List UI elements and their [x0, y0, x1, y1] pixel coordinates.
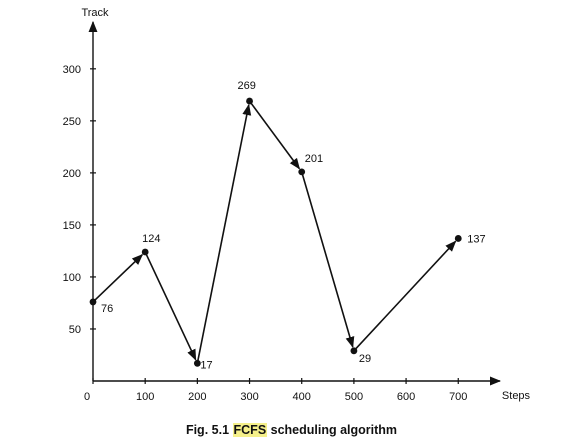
data-point — [298, 168, 306, 176]
series-segment — [353, 240, 457, 352]
data-point — [89, 298, 97, 306]
data-label: 29 — [359, 353, 371, 365]
data-label: 137 — [467, 233, 485, 245]
axes: Track Steps — [81, 7, 530, 402]
data-label: 17 — [200, 359, 212, 371]
y-tick-label: 300 — [63, 64, 81, 76]
data-label: 269 — [238, 80, 256, 92]
data-point — [141, 248, 149, 256]
caption-highlight: FCFS — [232, 423, 268, 437]
data-label: 201 — [305, 153, 323, 165]
y-axis-title: Track — [81, 7, 109, 19]
data-label: 124 — [142, 233, 160, 245]
data-label: 76 — [101, 303, 113, 315]
y-tick-label: 50 — [69, 324, 81, 336]
ticks: 50 100 150 200 250 300 0 100 200 300 400 500 600 700 — [63, 64, 468, 403]
y-tick-label: 250 — [63, 116, 81, 128]
data-point — [350, 347, 358, 355]
series-segment — [196, 103, 252, 364]
series-segment — [92, 253, 144, 303]
data-point — [454, 235, 462, 242]
series-lines — [92, 100, 457, 364]
x-tick-label: 100 — [136, 391, 154, 403]
x-tick-label: 300 — [240, 391, 258, 403]
y-tick-label: 200 — [63, 168, 81, 180]
x-tick-label: 0 — [84, 391, 90, 403]
series-segment — [248, 100, 301, 170]
series-segment — [144, 251, 197, 361]
caption-prefix: Fig. 5.1 — [185, 423, 230, 437]
y-tick-label: 100 — [63, 272, 81, 284]
x-axis-title: Steps — [502, 390, 531, 402]
x-tick-label: 500 — [345, 391, 363, 403]
x-tick-label: 200 — [188, 391, 206, 403]
data-labels: 76 124 17 269 201 29 137 — [101, 80, 486, 371]
y-tick-label: 150 — [63, 220, 81, 232]
caption-suffix: scheduling algorithm — [270, 423, 398, 437]
x-tick-label: 600 — [397, 391, 415, 403]
series-segment — [300, 171, 355, 349]
data-point — [193, 359, 201, 367]
figure-caption: Fig. 5.1 FCFS scheduling algorithm — [0, 423, 583, 437]
x-tick-label: 700 — [449, 391, 467, 403]
data-points — [89, 97, 462, 367]
x-tick-label: 400 — [293, 391, 311, 403]
data-point — [246, 97, 253, 105]
